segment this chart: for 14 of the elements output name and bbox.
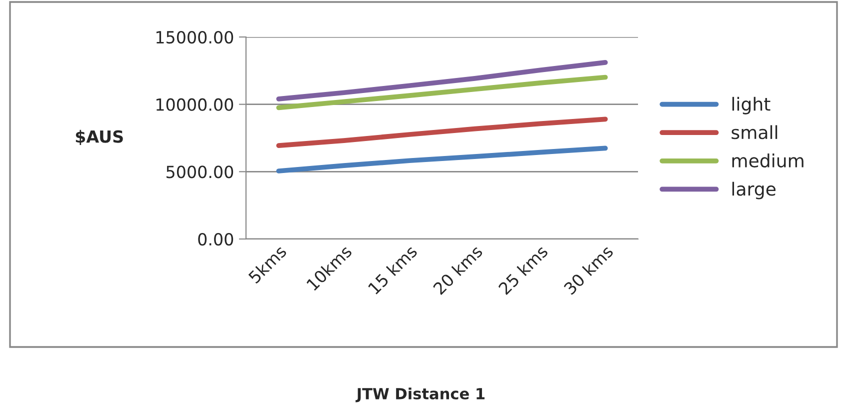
text: JTW Distance 1 <box>356 388 485 402</box>
line-series <box>276 116 608 148</box>
legend-label: medium <box>732 154 804 168</box>
y-tick-label: 0.00 <box>198 232 234 246</box>
line-series <box>276 74 608 110</box>
line-series <box>276 60 608 102</box>
y-tick-label: 15000.00 <box>156 30 234 44</box>
y-tick-label: 5000.00 <box>166 166 234 178</box>
legend-label: light <box>732 96 770 114</box>
y-tick-label: 10000.00 <box>156 98 234 111</box>
y-axis-title: $AUS <box>76 130 123 146</box>
line-series <box>276 146 608 174</box>
legend-label: small <box>732 125 778 140</box>
legend-label: large <box>732 182 776 200</box>
